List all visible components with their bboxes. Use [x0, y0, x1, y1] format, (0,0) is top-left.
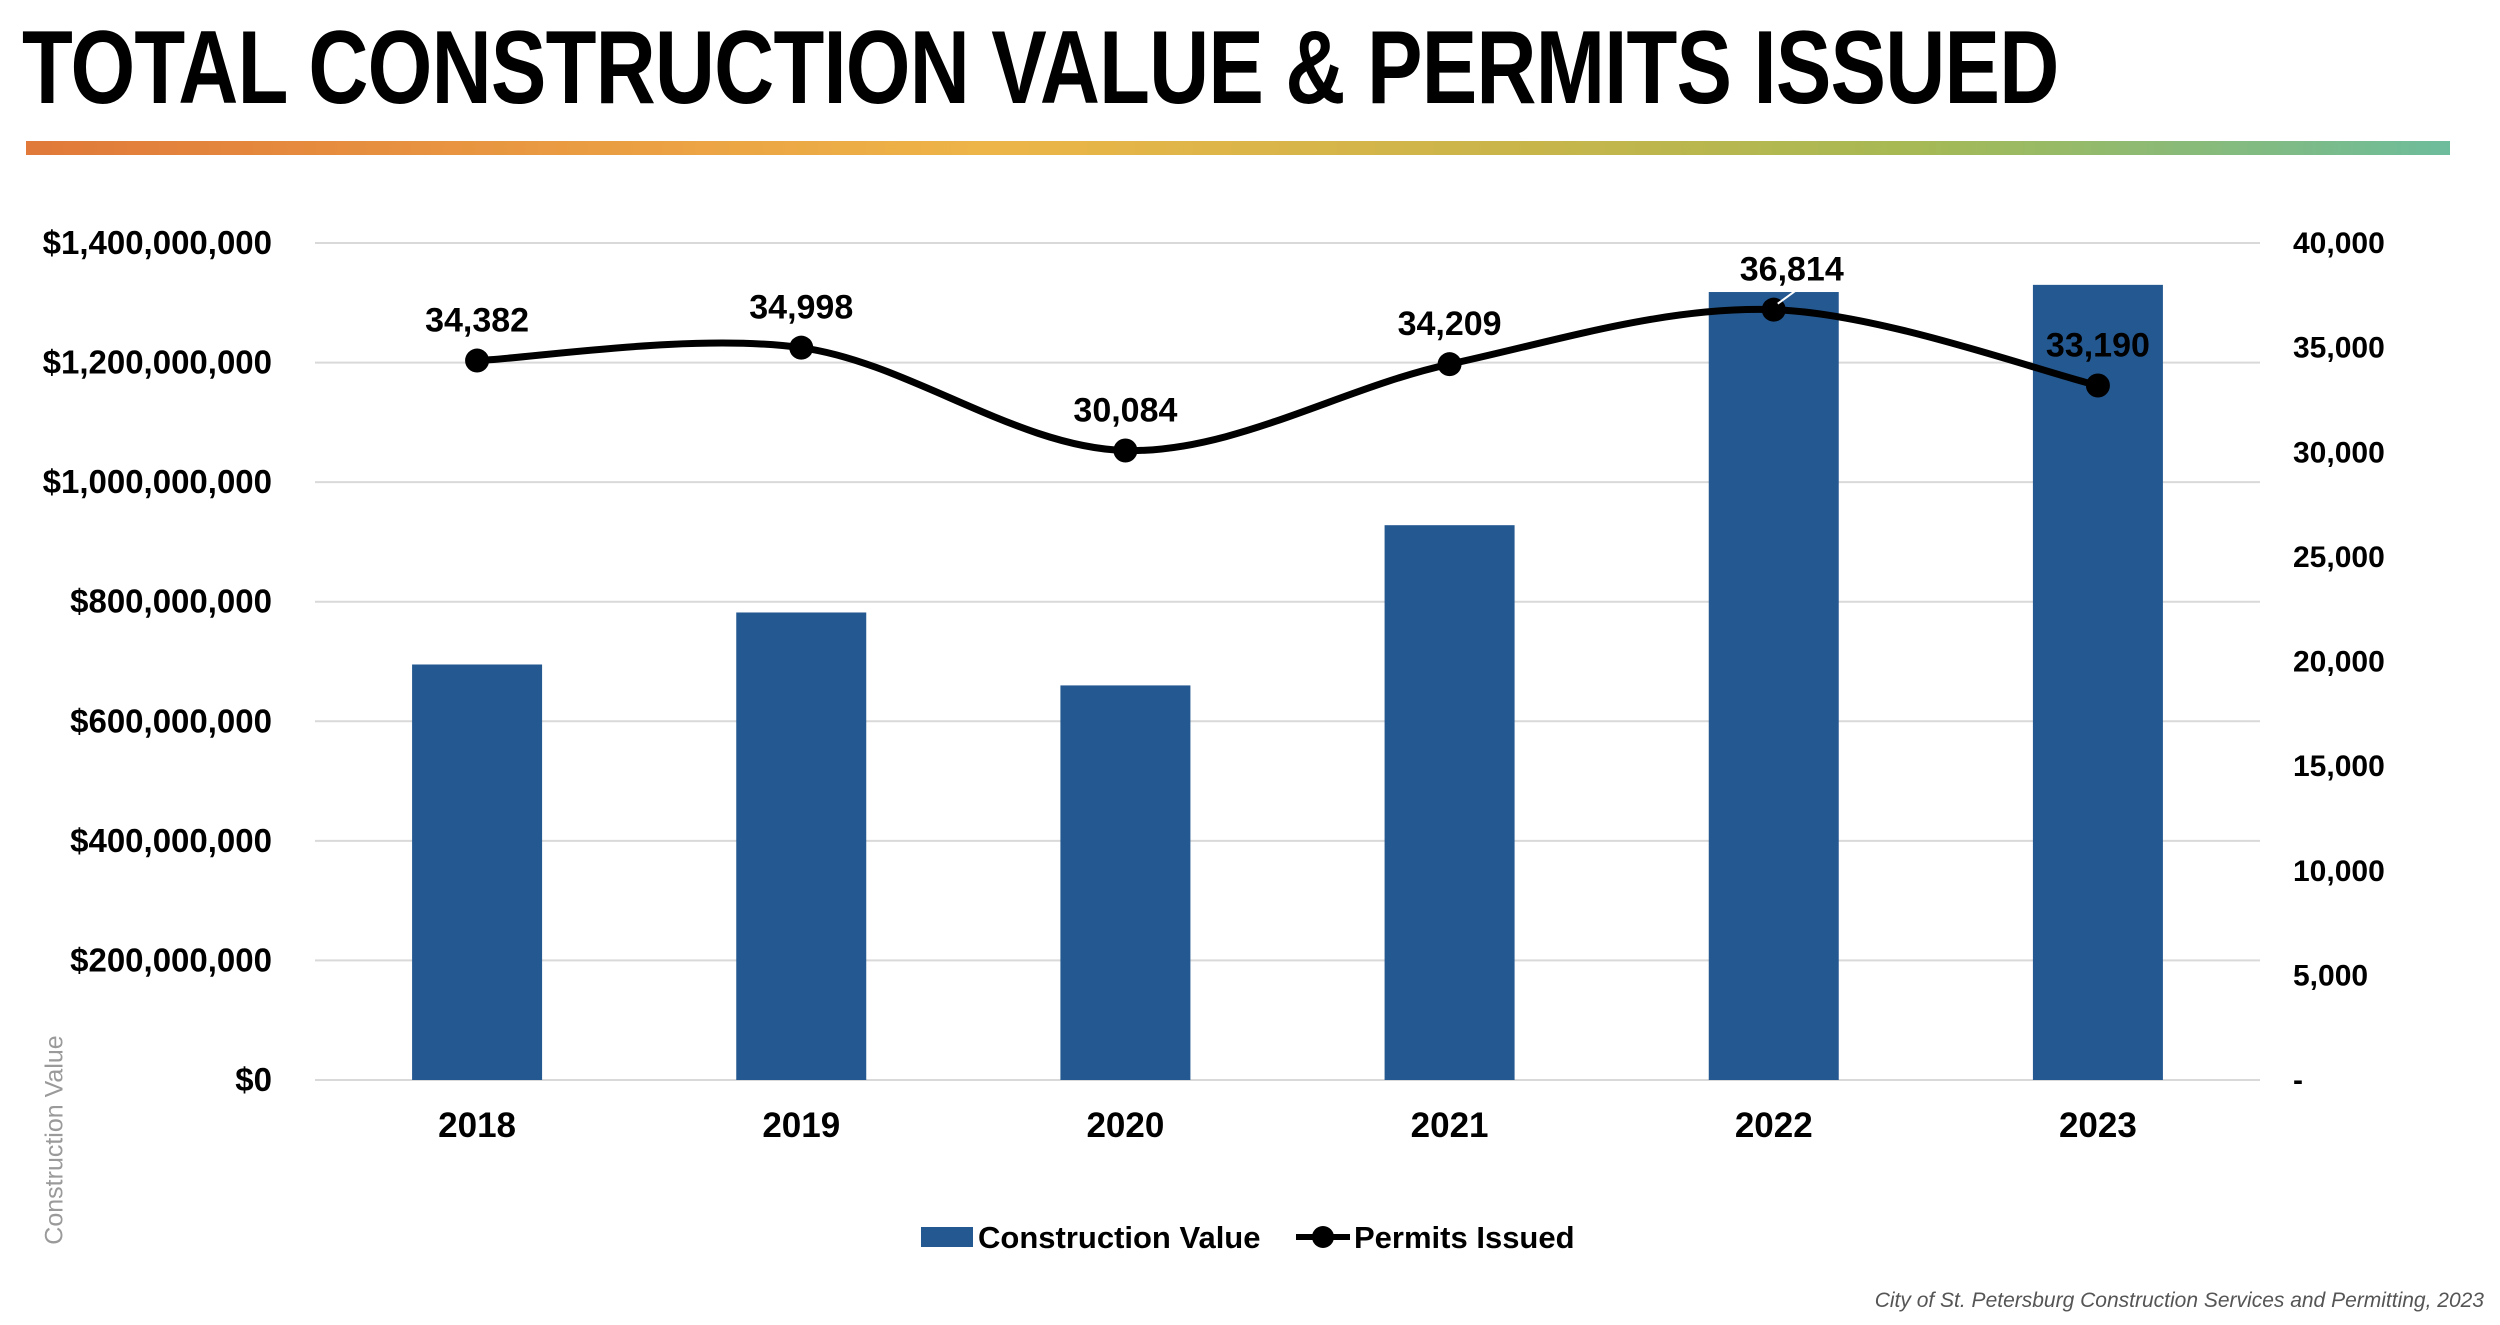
y-right-tick-label: 35,000	[2293, 332, 2385, 365]
x-tick-label: 2018	[438, 1106, 516, 1145]
y-right-tick-label: 25,000	[2293, 541, 2385, 574]
y-left-tick-label: $200,000,000	[70, 941, 272, 978]
y-right-tick-label: 20,000	[2293, 646, 2385, 679]
y-left-axis-title: Construction Value	[40, 1035, 69, 1245]
marker-permits-issued	[465, 348, 490, 373]
marker-permits-issued	[2085, 373, 2110, 398]
y-right-tick-label: -	[2293, 1064, 2303, 1097]
x-tick-label: 2019	[762, 1106, 840, 1145]
x-tick-label: 2023	[2059, 1106, 2137, 1145]
y-left-tick-label: $400,000,000	[70, 822, 272, 859]
data-label-permits: 34,209	[1398, 305, 1502, 343]
chart-title: TOTAL CONSTRUCTION VALUE & PERMITS ISSUE…	[22, 10, 2059, 126]
y-left-tick-label: $0	[235, 1061, 272, 1098]
bar-construction-value	[412, 664, 543, 1080]
y-right-tick-label: 5,000	[2293, 959, 2368, 992]
legend-swatch-marker-permits	[1312, 1226, 1334, 1248]
x-tick-label: 2020	[1086, 1106, 1164, 1145]
bar-construction-value	[1708, 292, 1839, 1080]
data-label-permits: 30,084	[1073, 391, 1177, 429]
bar-construction-value	[1384, 525, 1515, 1080]
legend-label-permits-issued: Permits Issued	[1354, 1220, 1575, 1255]
marker-permits-issued	[1437, 352, 1462, 377]
bar-construction-value	[2032, 284, 2163, 1081]
y-right-tick-label: 40,000	[2293, 227, 2385, 260]
legend-swatch-construction-value	[921, 1227, 973, 1247]
marker-permits-issued	[789, 335, 814, 360]
data-label-permits: 33,190	[2046, 326, 2150, 364]
y-left-tick-label: $800,000,000	[70, 583, 272, 620]
line-permits-issued	[476, 305, 2099, 454]
y-left-tick-label: $1,400,000,000	[43, 224, 272, 261]
data-label-permits: 34,998	[749, 289, 853, 327]
legend-label-construction-value: Construction Value	[978, 1220, 1260, 1255]
y-right-tick-label: 30,000	[2293, 436, 2385, 469]
data-label-permits: 34,382	[425, 302, 529, 340]
y-left-tick-label: $600,000,000	[70, 702, 272, 739]
source-note: City of St. Petersburg Construction Serv…	[1874, 1289, 2484, 1312]
y-left-tick-label: $1,200,000,000	[43, 344, 272, 381]
data-label-permits: 36,814	[1740, 251, 1844, 289]
bar-construction-value	[736, 612, 867, 1080]
data-label-leader	[1777, 286, 1801, 305]
bar-construction-value	[1060, 685, 1191, 1080]
x-tick-label: 2022	[1735, 1106, 1813, 1145]
title-underline-gradient	[26, 141, 2450, 155]
y-left-tick-label: $1,000,000,000	[43, 463, 272, 500]
x-tick-label: 2021	[1411, 1106, 1489, 1145]
marker-permits-issued	[1761, 297, 1786, 322]
marker-permits-issued	[1113, 438, 1138, 463]
y-right-tick-label: 15,000	[2293, 750, 2385, 783]
y-right-tick-label: 10,000	[2293, 855, 2385, 888]
